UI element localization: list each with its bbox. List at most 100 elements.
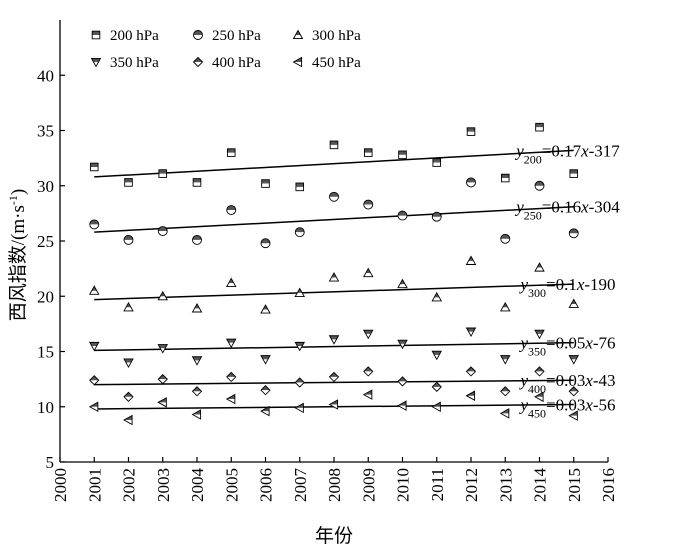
trend-equation: y400=0.03x-43 [518, 371, 615, 396]
trend-line [94, 341, 574, 352]
x-tick-label: 2004 [188, 468, 207, 503]
data-point [328, 371, 340, 383]
x-tick-label: 2011 [428, 468, 447, 501]
data-point [294, 341, 306, 352]
data-point [465, 327, 477, 338]
data-point [568, 410, 578, 421]
data-point [192, 234, 202, 245]
data-point [260, 405, 270, 417]
y-tick-label: 15 [37, 343, 54, 362]
legend-label: 200 hPa [110, 28, 159, 44]
data-point [534, 329, 545, 340]
data-point [191, 302, 203, 313]
data-point [123, 414, 133, 426]
data-point [88, 285, 100, 295]
data-point [499, 355, 511, 365]
data-point [226, 371, 237, 383]
data-point [465, 366, 477, 377]
data-point [260, 238, 271, 249]
data-point [225, 277, 237, 288]
data-point [535, 122, 544, 132]
data-point [534, 391, 544, 403]
data-point [500, 233, 511, 244]
data-point [260, 385, 271, 396]
data-point [363, 148, 373, 157]
markers [88, 122, 580, 426]
x-tick-label: 2001 [85, 468, 104, 502]
y-tick-label: 25 [37, 232, 54, 251]
data-point [157, 226, 168, 237]
data-point [226, 148, 236, 157]
data-point [260, 355, 271, 365]
data-point [261, 179, 270, 188]
trend-line [94, 283, 574, 301]
data-point [191, 386, 203, 397]
data-point [568, 298, 580, 309]
legend-label: 450 hPa [312, 55, 361, 71]
data-point [398, 150, 407, 160]
legend-label: 250 hPa [212, 28, 261, 44]
x-tick-label: 2009 [359, 468, 378, 502]
ticks: 2000 2001 2002 2003 2004 2005 2006 2007 2008 2009… [37, 66, 618, 502]
legend-label: 400 hPa [212, 55, 261, 71]
data-point [294, 377, 305, 388]
data-point [397, 210, 408, 221]
legend-marker [90, 57, 102, 68]
data-point [363, 199, 374, 210]
trend-equation: y200=0.17x-317 [514, 141, 620, 166]
x-tick-label: 2016 [599, 468, 618, 502]
data-point [397, 278, 408, 289]
data-point [568, 228, 579, 239]
data-point [89, 219, 100, 230]
data-point [158, 169, 168, 178]
data-point [500, 386, 511, 397]
data-point [192, 178, 202, 187]
data-point [88, 401, 99, 413]
x-tick-label: 2000 [51, 468, 70, 502]
data-point [397, 376, 408, 387]
legend-label: 350 hPa [110, 55, 159, 71]
data-point [225, 338, 237, 349]
legend-marker [192, 56, 204, 68]
data-point [295, 182, 305, 192]
data-point [191, 409, 202, 420]
data-point [362, 267, 374, 278]
data-point [226, 205, 237, 216]
x-tick-label: 2013 [496, 468, 515, 502]
data-point [329, 191, 339, 202]
data-point [534, 366, 545, 377]
data-point [123, 234, 134, 245]
data-point [294, 402, 304, 414]
data-point [362, 329, 374, 340]
trend-equations: y200=0.17x-317 y250=0.16x-304 y300=0.1x-19… [514, 141, 620, 420]
y-tick-label: 30 [37, 177, 54, 196]
data-point [465, 390, 476, 401]
legend-marker [91, 30, 101, 40]
data-point [225, 393, 236, 405]
trend-equation: y350=0.05x-76 [518, 334, 615, 359]
x-tick-label: 2002 [120, 468, 139, 502]
trend-line [94, 205, 574, 233]
data-point [328, 399, 339, 410]
legend-marker [292, 29, 304, 40]
data-point [431, 401, 441, 413]
x-tick-label: 2003 [154, 468, 173, 502]
data-point [191, 356, 203, 366]
x-tick-label: 2008 [325, 468, 344, 502]
x-tick-label: 2010 [394, 468, 413, 502]
data-point [328, 272, 340, 282]
x-tick-label: 2005 [222, 468, 241, 502]
data-point [466, 177, 476, 188]
x-axis-title: 年份 [315, 525, 353, 547]
data-point [569, 169, 579, 178]
data-point [328, 335, 340, 345]
data-point [294, 227, 305, 238]
y-tick-label: 40 [37, 66, 54, 85]
data-point [500, 173, 510, 183]
y-axis-title: 西风指数/(m·s-1) [6, 189, 29, 321]
x-tick-label: 2014 [531, 468, 550, 503]
data-point [157, 397, 167, 408]
legend: 200 hPa 250 hPa 300 hPa 350 hPa 400 hPa 450 h… [90, 28, 361, 71]
trend-equation: y250=0.16x-304 [514, 198, 620, 223]
